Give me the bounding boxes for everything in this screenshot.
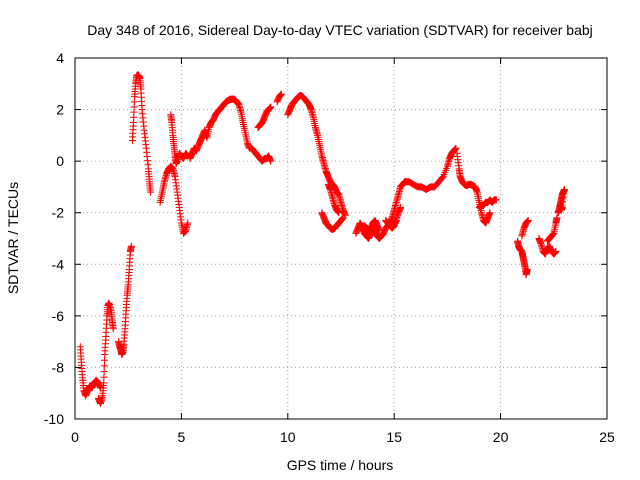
data-point: [277, 90, 285, 98]
data-point: [486, 209, 494, 217]
x-tick-label: 20: [493, 429, 509, 445]
data-point: [267, 103, 275, 111]
data-point: [552, 247, 560, 255]
data-point: [127, 242, 135, 250]
grid: [75, 58, 607, 419]
x-axis-label: GPS time / hours: [287, 457, 394, 473]
x-tick-label: 0: [71, 429, 79, 445]
y-axis-label: SDTVAR / TECUs: [5, 182, 21, 294]
y-tick-label: 2: [56, 102, 64, 118]
data-point: [560, 190, 568, 198]
data-point: [375, 227, 383, 235]
data-point: [559, 194, 567, 202]
y-tick-label: 0: [56, 153, 64, 169]
chart-title: Day 348 of 2016, Sidereal Day-to-day VTE…: [87, 22, 593, 38]
data-point: [109, 325, 117, 333]
x-tick-label: 10: [280, 429, 296, 445]
x-tick-label: 15: [386, 429, 402, 445]
data-point: [184, 219, 192, 227]
plot-frame: [74, 57, 608, 420]
data-series: [76, 71, 568, 408]
x-tick-label: 5: [178, 429, 186, 445]
data-point: [452, 144, 460, 152]
data-point: [492, 196, 500, 204]
data-point: [558, 204, 566, 212]
data-point: [335, 209, 343, 217]
data-point: [553, 214, 561, 222]
y-tick-label: -2: [52, 205, 65, 221]
data-point: [524, 216, 532, 224]
data-point: [438, 174, 446, 182]
y-tick-label: -8: [52, 359, 65, 375]
data-point: [147, 188, 155, 196]
y-tick-label: -4: [52, 256, 65, 272]
data-point: [523, 265, 531, 273]
data-point: [339, 214, 347, 222]
data-point: [560, 186, 568, 194]
data-point: [267, 157, 275, 165]
y-tick-label: 4: [56, 50, 64, 66]
x-tick-label: 25: [599, 429, 615, 445]
y-tick-label: -10: [44, 411, 64, 427]
y-tick-label: -6: [52, 308, 65, 324]
data-point: [397, 204, 405, 212]
